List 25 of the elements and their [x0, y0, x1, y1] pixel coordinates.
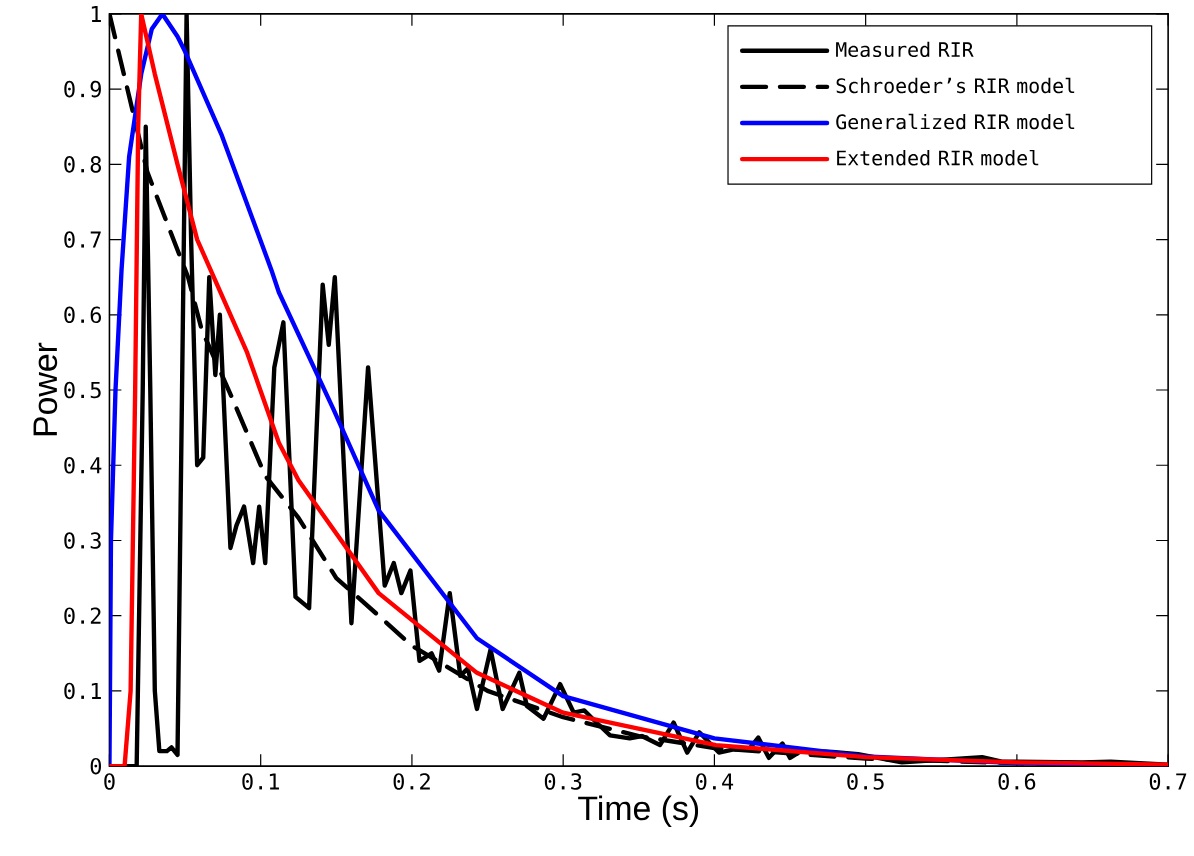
- x-axis-title: Time (s): [578, 795, 699, 828]
- legend-label: Generalized RIR model: [836, 114, 1075, 130]
- x-tick-label: 0.5: [847, 773, 884, 790]
- x-tick-label: 0.6: [998, 773, 1036, 790]
- x-tick-label: 0.2: [393, 773, 430, 790]
- y-tick-label: 0.2: [64, 607, 101, 625]
- y-tick-label: 0: [90, 758, 102, 775]
- legend-label: Measured RIR: [836, 41, 974, 58]
- x-tick-label: 0.3: [544, 773, 582, 790]
- y-tick-label: 0.1: [64, 682, 101, 700]
- y-tick-label: 0.4: [64, 457, 102, 474]
- y-axis-title: Power: [33, 342, 58, 436]
- x-tick-label: 0: [104, 773, 115, 790]
- y-tick-label: 0.8: [64, 156, 101, 173]
- x-tick-label: 0.4: [696, 773, 734, 790]
- x-tick-label: 0.1: [242, 773, 279, 790]
- legend-label: Schroeder’s RIR model: [836, 77, 1075, 94]
- y-tick-label: 1: [91, 6, 101, 23]
- y-tick-label: 0.3: [64, 532, 101, 549]
- y-tick-label: 0.5: [64, 381, 101, 399]
- legend-label: Extended RIR model: [837, 150, 1039, 166]
- y-tick-label: 0.7: [64, 231, 101, 249]
- y-tick-label: 0.9: [64, 81, 101, 98]
- x-tick-label: 0.7: [1149, 773, 1187, 790]
- y-tick-label: 0.6: [64, 306, 101, 324]
